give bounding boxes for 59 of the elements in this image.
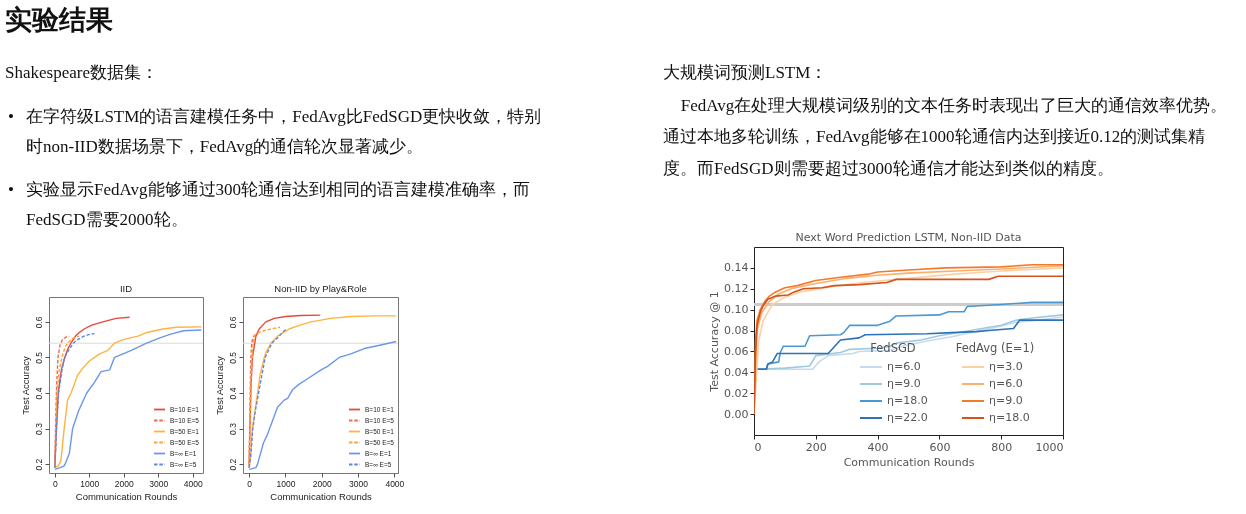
- x-tick-label: 800: [991, 440, 1013, 454]
- legend-label: η=18.0: [989, 411, 1030, 424]
- y-tick-label: 0.4: [227, 387, 238, 400]
- x-tick-label: 2000: [114, 478, 134, 489]
- legend-label: η=3.0: [989, 360, 1023, 373]
- y-tick-label: 0.02: [724, 386, 749, 400]
- legend-label: η=6.0: [989, 377, 1023, 390]
- x-axis-title: Communication Rounds: [75, 491, 178, 502]
- y-axis-title: Test Accuracy: [213, 355, 225, 415]
- y-tick-label: 0.04: [724, 365, 749, 379]
- y-tick-label: 0.2: [227, 458, 238, 471]
- text: • 实验显示FedAvg能够通过300轮通信达到相同的语言建模准确率，而FedSGD需要2000轮。: [8, 179, 531, 229]
- text: • 在字符级LSTM的语言建模任务中，FedAvg比FedSGD更快收敛，特别时non-IID数据场景下，FedAvg的通信轮次显著减少。: [8, 106, 542, 156]
- x-tick-label: 200: [805, 440, 827, 454]
- y-tick-label: 0.5: [227, 351, 238, 364]
- chart-title: IID: [119, 282, 133, 294]
- x-tick-label: 2000: [312, 478, 332, 489]
- y-tick-label: 0.5: [33, 351, 44, 364]
- annotation: FedAvg (E=1): [955, 340, 1035, 355]
- y-tick-label: 0.00: [724, 407, 749, 421]
- x-axis-title: Communication Rounds: [270, 491, 372, 502]
- x-tick-label: 1000: [276, 478, 296, 489]
- y-tick-label: 0.10: [724, 303, 749, 317]
- x-tick-label: 4000: [183, 478, 203, 489]
- legend-label: η=9.0: [989, 394, 1023, 407]
- x-tick-label: 4000: [385, 478, 405, 489]
- chart-title: Next Word Prediction LSTM, Non-IID Data: [795, 231, 1022, 244]
- y-tick-label: 0.14: [724, 261, 749, 275]
- x-axis-title: Communication Rounds: [843, 455, 975, 469]
- y-tick-label: 0.4: [33, 387, 44, 400]
- legend-label: η=18.0: [887, 394, 928, 407]
- text: 实验结果: [5, 4, 114, 37]
- x-tick-label: 3000: [149, 478, 169, 489]
- legend-label: η=9.0: [887, 377, 921, 390]
- text: 大规模词预测LSTM：: [663, 62, 829, 84]
- x-tick-label: 400: [867, 440, 889, 454]
- legend-label: η=22.0: [887, 411, 928, 424]
- y-tick-label: 0.06: [724, 344, 749, 358]
- y-tick-label: 0.3: [33, 422, 44, 435]
- y-tick-label: 0.6: [227, 316, 238, 329]
- y-tick-label: 0.2: [33, 458, 44, 471]
- x-tick-label: 0: [754, 440, 762, 454]
- y-axis-title: Test Accuracy: [19, 355, 31, 415]
- x-tick-label: 600: [929, 440, 951, 454]
- y-tick-label: 0.12: [724, 282, 749, 296]
- text: Shakespeare数据集：: [5, 62, 159, 84]
- x-tick-label: 1000: [80, 478, 100, 489]
- legend-label: η=6.0: [887, 360, 921, 373]
- x-tick-label: 1000: [1035, 440, 1064, 454]
- x-tick-label: 0: [247, 478, 253, 489]
- y-tick-label: 0.08: [724, 324, 749, 338]
- y-tick-label: 0.6: [33, 316, 44, 329]
- x-tick-label: 0: [52, 478, 58, 489]
- y-axis-title: Test Accuracy @ 1: [708, 291, 722, 393]
- chart-title: Non-IID by Play&Role: [274, 282, 367, 294]
- text: FedAvg在处理大规模词级别的文本任务时表现出了巨大的通信效率优势。通过本地多轮训练，FedAvg能够在1000轮通信内达到接近0.12的测试集精度。而FedSGD则需要超过3000轮通信才能达到类似的精度。: [663, 94, 1229, 180]
- y-tick-label: 0.3: [227, 422, 238, 435]
- x-tick-label: 3000: [349, 478, 369, 489]
- legend-title: FedSGD: [870, 340, 916, 355]
